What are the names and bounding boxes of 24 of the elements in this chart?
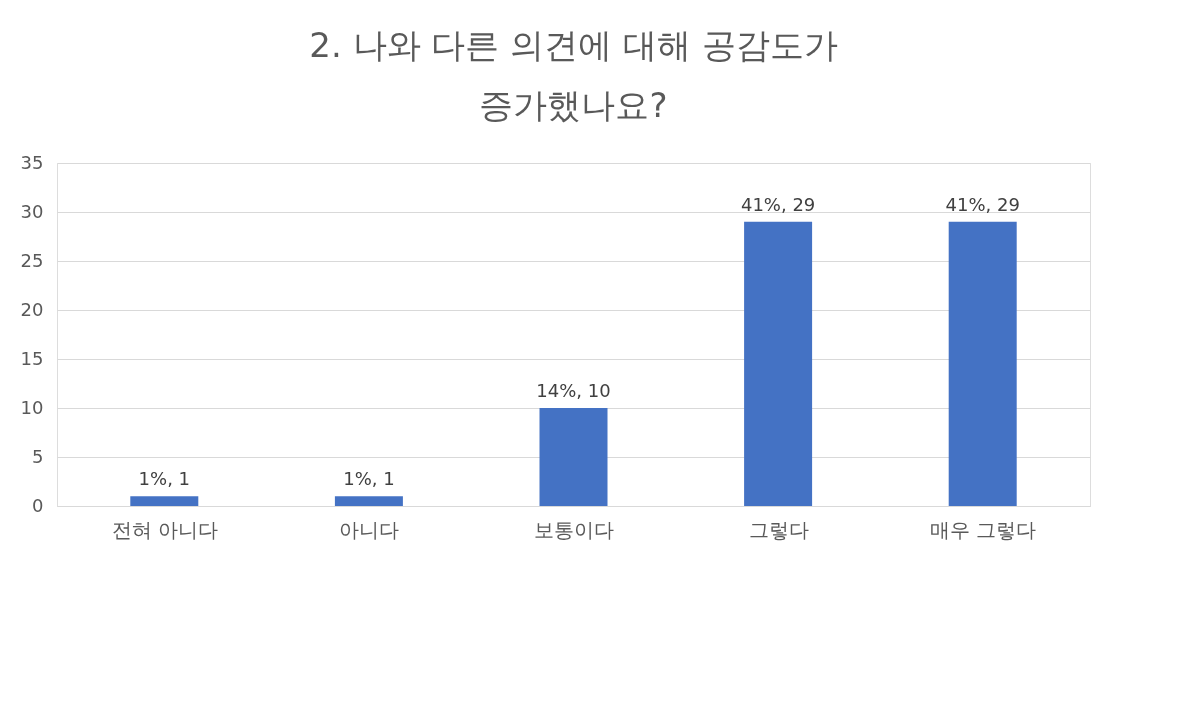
y-tick-label: 15 [20,347,44,369]
data-label: 41%, 29 [945,193,1020,215]
y-tick-label: 20 [20,298,44,320]
bar [130,496,199,506]
chart-title: 2. 나와 다른 의견에 대해 공감도가 증가했나요? [309,25,838,125]
data-label: 14%, 10 [536,380,611,401]
data-label: 1%, 1 [138,468,191,490]
data-label: 1%, 1 [343,468,395,490]
y-tick-label: 25 [20,249,44,271]
y-tick-label: 30 [20,200,44,222]
data-label: 41%, 29 [740,193,816,215]
bar [744,221,813,506]
bar [539,408,608,506]
y-tick-label: 5 [32,445,44,467]
x-tick-label: 그렇다 [748,517,809,542]
y-tick-label: 10 [20,396,44,418]
x-tick-label: 보통이다 [534,517,614,542]
x-tick-label: 매우 그렇다 [930,517,1037,542]
bar [948,221,1017,506]
bar [334,496,403,506]
y-tick-label: 0 [32,494,44,516]
x-tick-label: 전혀 아니다 [111,517,218,542]
x-tick-label: 아니다 [339,517,400,542]
y-tick-label: 35 [20,151,44,173]
